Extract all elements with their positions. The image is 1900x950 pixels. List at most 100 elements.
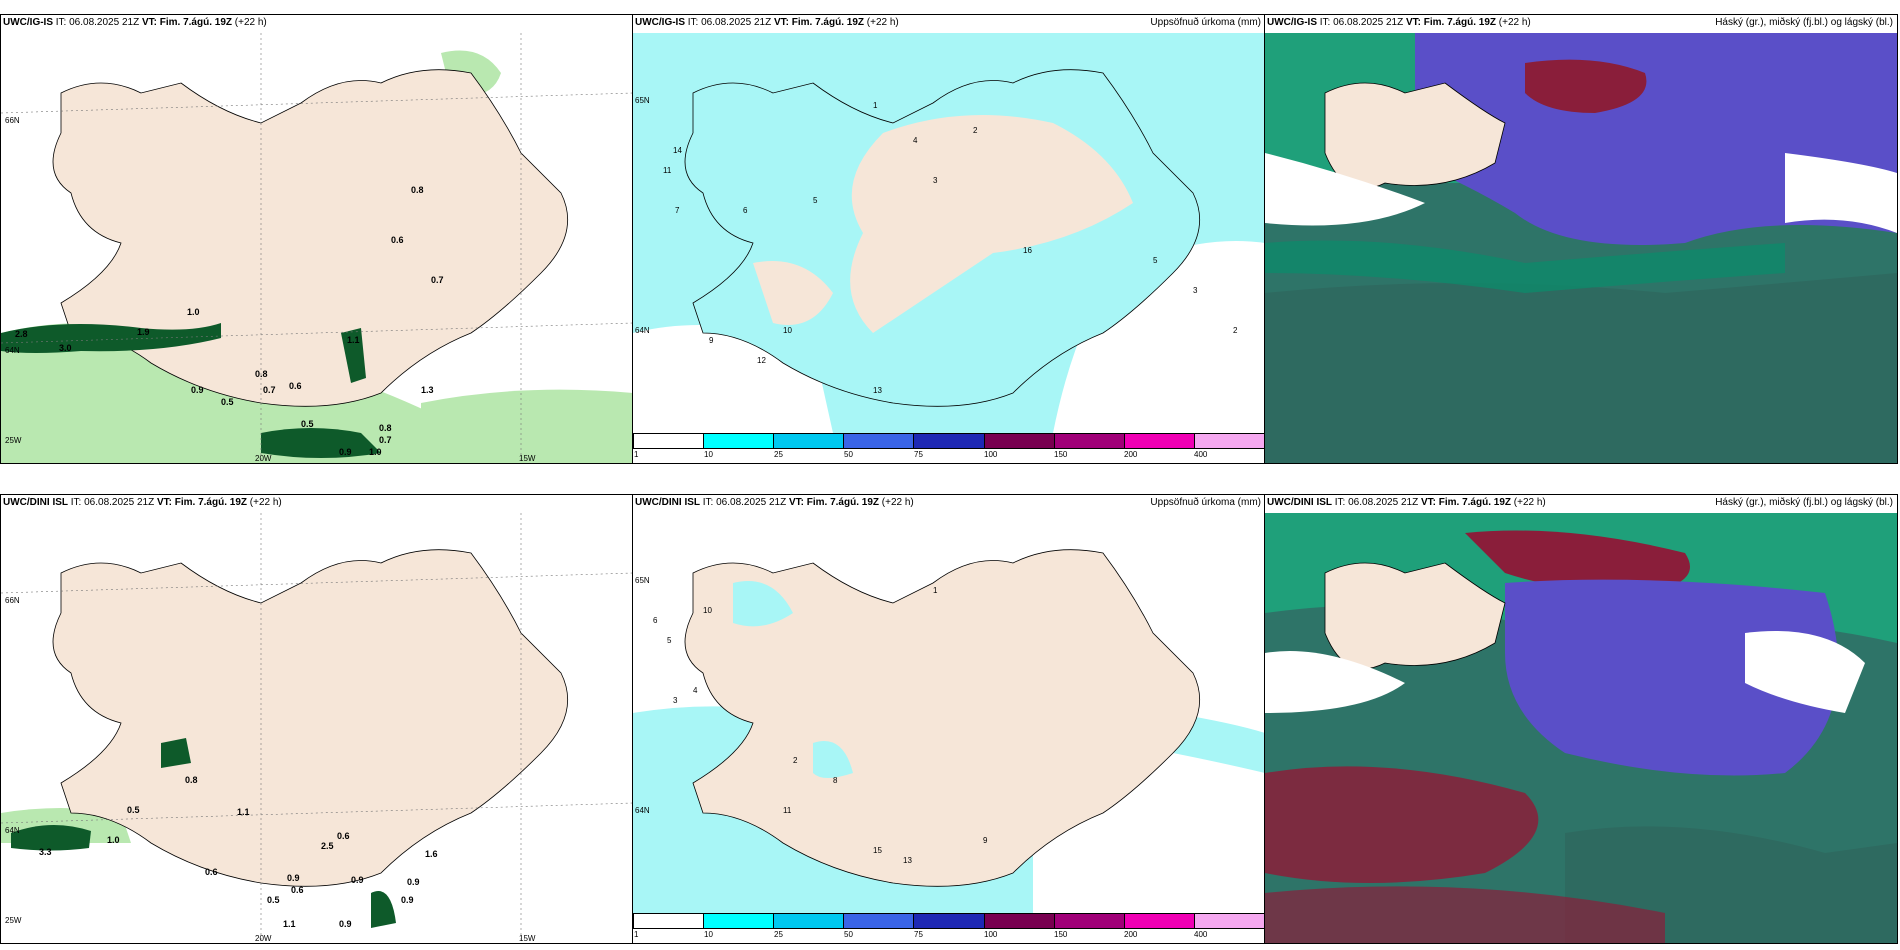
wind-value: 2.5 (321, 841, 334, 851)
wind-value: 1.1 (347, 335, 360, 345)
precip-value: 1 (933, 586, 938, 595)
colorbar-label: 200 (1124, 930, 1138, 939)
colorbar-label: 150 (1054, 450, 1068, 459)
colorbar-cell (914, 914, 985, 928)
lat-label-64n: 64N (5, 346, 20, 355)
colorbar-cell (704, 434, 775, 448)
wind-value: 0.9 (351, 875, 364, 885)
colorbar-label: 400 (1194, 450, 1208, 459)
lat-label-66n: 66N (5, 596, 20, 605)
colorbar-bottom: 1 10 25 50 75 100 150 200 400 (633, 913, 1265, 943)
wind-value: 0.9 (401, 895, 414, 905)
colorbar-label: 50 (844, 450, 853, 459)
wind-value: 1.0 (107, 835, 120, 845)
colorbar-cell (704, 914, 775, 928)
precip-value: 6 (653, 616, 658, 625)
lon-label-20w: 20W (255, 934, 272, 943)
cloud-panel-top: UWC/IG-IS IT: 06.08.2025 21Z VT: Fim. 7.… (1264, 14, 1898, 464)
precip-panel-bottom: UWC/DINI ISL IT: 06.08.2025 21Z VT: Fim.… (632, 494, 1266, 944)
panel-title-cloud-top: UWC/IG-IS IT: 06.08.2025 21Z VT: Fim. 7.… (1267, 17, 1531, 28)
lat-label-64n: 64N (5, 826, 20, 835)
precip-value: 2 (973, 126, 978, 135)
precip-lat-label: 65N (635, 576, 650, 585)
lon-label-25w: 25W (5, 916, 22, 925)
panel-title-cloud-bottom: UWC/DINI ISL IT: 06.08.2025 21Z VT: Fim.… (1267, 497, 1546, 508)
wind-value: 1.3 (421, 385, 434, 395)
cloud-title-top: Háský (gr.), miðský (fj.bl.) og lágský (… (1715, 17, 1893, 28)
wind-value: 0.8 (255, 369, 268, 379)
wind-value: 3.0 (59, 343, 72, 353)
colorbar-label: 50 (844, 930, 853, 939)
wind-value: 0.8 (185, 775, 198, 785)
colorbar-cell (844, 434, 915, 448)
colorbar-cell (914, 434, 985, 448)
cloud-title-bottom: Háský (gr.), miðský (fj.bl.) og lágský (… (1715, 497, 1893, 508)
wind-value: 0.6 (291, 885, 304, 895)
precip-value: 1 (873, 101, 878, 110)
precip-value: 8 (833, 776, 838, 785)
wind-map-bottom: 66N 64N 25W 20W 15W 0.5 0.8 1.1 1.0 3.3 … (1, 513, 633, 943)
wind-panel-bottom: UWC/DINI ISL IT: 06.08.2025 21Z VT: Fim.… (0, 494, 634, 944)
wind-value: 0.9 (407, 877, 420, 887)
colorbar-label: 75 (914, 930, 923, 939)
precip-value: 3 (673, 696, 678, 705)
wind-value: 1.1 (237, 807, 250, 817)
lon-label-15w: 15W (519, 454, 536, 463)
precip-value: 3 (1193, 286, 1198, 295)
wind-value: 0.5 (221, 397, 234, 407)
wind-value: 0.8 (379, 423, 392, 433)
colorbar-cell (1124, 434, 1195, 448)
precip-value: 15 (873, 846, 882, 855)
colorbar-cell (634, 434, 705, 448)
colorbar-label: 400 (1194, 930, 1208, 939)
precip-lat-label: 64N (635, 326, 650, 335)
wind-value: 0.5 (301, 419, 314, 429)
colorbar-cell (634, 914, 705, 928)
wind-value: 0.6 (205, 867, 218, 877)
colorbar-label: 75 (914, 450, 923, 459)
colorbar-cell (1054, 914, 1125, 928)
colorbar-cell (984, 434, 1055, 448)
colorbar-label: 1 (634, 450, 639, 459)
precip-value: 13 (873, 386, 882, 395)
colorbar-cell (984, 914, 1055, 928)
colorbar-label: 200 (1124, 450, 1138, 459)
wind-value: 1.9 (137, 327, 150, 337)
precip-title-bottom: Uppsöfnuð úrkoma (mm) (1150, 497, 1261, 508)
precip-title-top: Uppsöfnuð úrkoma (mm) (1150, 17, 1261, 28)
wind-value: 0.7 (263, 385, 276, 395)
colorbar-label: 150 (1054, 930, 1068, 939)
precip-value: 13 (903, 856, 912, 865)
wind-value: 0.9 (287, 873, 300, 883)
wind-value: 1.0 (187, 307, 200, 317)
lon-label-20w: 20W (255, 454, 272, 463)
precip-value: 12 (757, 356, 766, 365)
wind-value: 0.9 (191, 385, 204, 395)
wind-value: 1.6 (425, 849, 438, 859)
wind-map-top: 66N 64N 25W 20W 15W 0.8 0.6 0.7 1.0 2.8 … (1, 33, 633, 463)
precip-value: 9 (709, 336, 714, 345)
precip-value: 11 (663, 166, 672, 175)
precip-value: 4 (913, 136, 918, 145)
precip-map-bottom: 65N 64N 10 6 5 4 3 2 1 11 15 13 9 8 (633, 513, 1265, 913)
panel-title-wind-top: UWC/IG-IS IT: 06.08.2025 21Z VT: Fim. 7.… (3, 17, 267, 28)
precip-map-top: 65N 64N 14 11 7 1 2 3 4 5 6 9 10 12 16 1… (633, 33, 1265, 433)
colorbar-cell (1194, 914, 1264, 928)
colorbar-label: 100 (984, 450, 998, 459)
wind-value: 0.6 (289, 381, 302, 391)
panel-title-wind-bottom: UWC/DINI ISL IT: 06.08.2025 21Z VT: Fim.… (3, 497, 282, 508)
precip-value: 4 (693, 686, 698, 695)
wind-value: 1.1 (283, 919, 296, 929)
colorbar-cell (1194, 434, 1264, 448)
precip-value: 5 (813, 196, 818, 205)
cloud-map-top (1265, 33, 1897, 463)
colorbar-label: 10 (704, 450, 713, 459)
precip-lat-label: 65N (635, 96, 650, 105)
precip-value: 9 (983, 836, 988, 845)
colorbar-cell (774, 914, 845, 928)
precip-value: 7 (675, 206, 680, 215)
colorbar-label: 1 (634, 930, 639, 939)
colorbar-label: 100 (984, 930, 998, 939)
wind-value: 0.9 (339, 919, 352, 929)
wind-value: 0.6 (391, 235, 404, 245)
